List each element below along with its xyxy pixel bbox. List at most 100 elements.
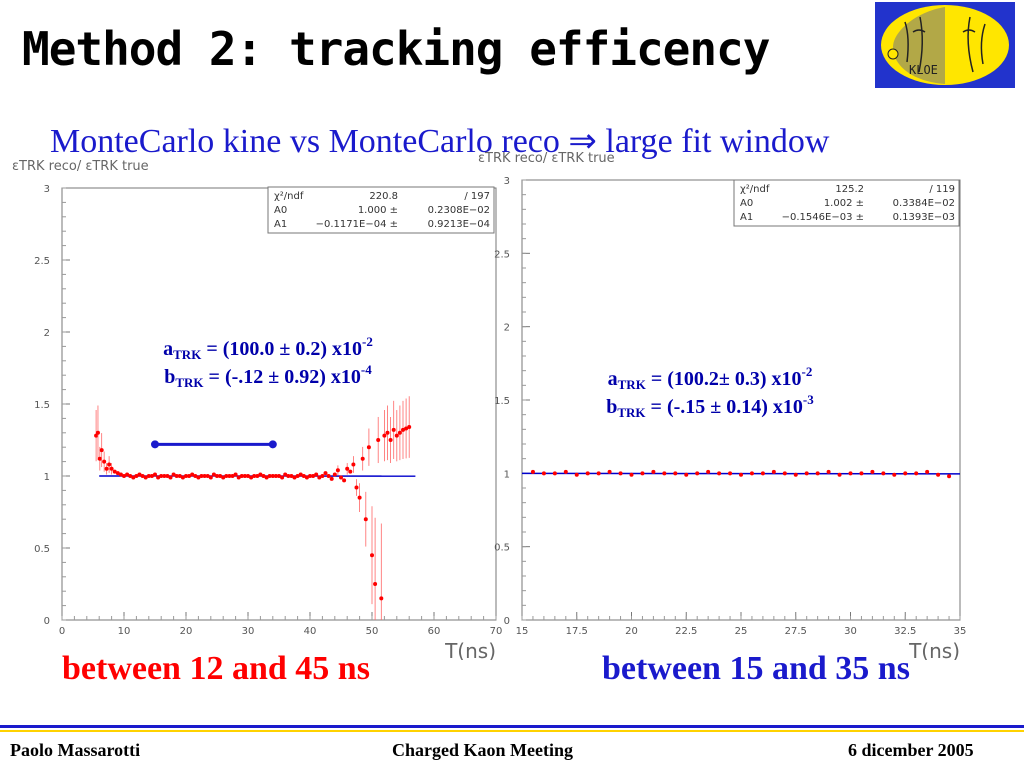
y-tick-label: 2.5 bbox=[34, 256, 50, 267]
data-point bbox=[394, 433, 399, 438]
data-point bbox=[174, 474, 179, 478]
data-point bbox=[205, 474, 210, 478]
fit-stats-box: χ²/ndf 125.2 / 119 A0 1.002 ± 0.3384E−02 A1 −0.… bbox=[733, 179, 960, 227]
right-efficiency-plot: 0 0.5 1 1.5 2 2.5 3 15 17.5 20 22.5 25 27.5 30 32.5 35 ε… bbox=[470, 150, 1024, 660]
data-point bbox=[404, 426, 409, 431]
data-point bbox=[301, 474, 306, 478]
data-point bbox=[292, 475, 297, 480]
x-tick-label: 30 bbox=[844, 626, 857, 637]
data-point bbox=[673, 471, 678, 476]
data-point bbox=[662, 471, 667, 476]
y-tick-label: 2 bbox=[44, 328, 50, 339]
data-point bbox=[552, 471, 557, 476]
data-point bbox=[342, 478, 347, 483]
data-point bbox=[97, 456, 102, 461]
data-point bbox=[255, 474, 260, 478]
data-point bbox=[134, 474, 139, 478]
fit-window-end bbox=[268, 440, 277, 449]
footer-divider-blue bbox=[0, 725, 1024, 728]
data-point bbox=[94, 433, 99, 438]
y-tick-label: 2 bbox=[504, 323, 510, 334]
x-tick-label: 25 bbox=[735, 626, 748, 637]
data-point bbox=[298, 472, 303, 477]
data-point bbox=[193, 474, 198, 478]
stat-error: / 197 bbox=[464, 191, 490, 202]
data-point bbox=[99, 448, 104, 453]
data-point bbox=[618, 471, 623, 476]
data-point bbox=[793, 472, 798, 477]
data-point bbox=[363, 517, 368, 522]
data-point bbox=[162, 474, 167, 478]
y-tick-label: 1.5 bbox=[34, 400, 50, 411]
data-point bbox=[196, 475, 201, 480]
data-point bbox=[749, 471, 754, 476]
stat-name: A0 bbox=[740, 198, 753, 209]
data-point bbox=[382, 433, 387, 438]
slide-title: Method 2: tracking efficency bbox=[22, 22, 770, 76]
data-point bbox=[706, 469, 711, 474]
y-tick-label: 1 bbox=[44, 472, 50, 483]
y-tick-label: 3 bbox=[504, 176, 510, 187]
data-point bbox=[125, 472, 130, 477]
data-point bbox=[326, 474, 331, 478]
x-tick-label: 32.5 bbox=[894, 626, 916, 637]
data-point bbox=[199, 474, 204, 478]
stat-error: 0.2308E−02 bbox=[428, 205, 490, 216]
data-point bbox=[351, 462, 356, 467]
x-tick-label: 22.5 bbox=[675, 626, 697, 637]
data-point bbox=[252, 474, 257, 478]
y-axis-label: εTRK reco/ εTRK true bbox=[478, 151, 615, 166]
data-point bbox=[267, 474, 272, 478]
data-point bbox=[684, 472, 689, 477]
data-point bbox=[317, 475, 322, 480]
data-point bbox=[782, 471, 787, 476]
data-point bbox=[837, 472, 842, 477]
data-point bbox=[651, 469, 656, 474]
data-point bbox=[258, 472, 263, 477]
x-axis-label: T(ns) bbox=[444, 639, 496, 660]
data-point bbox=[295, 474, 300, 478]
data-point bbox=[277, 474, 281, 478]
data-point bbox=[607, 469, 612, 474]
data-point bbox=[168, 475, 173, 480]
footer-date: 6 dicember 2005 bbox=[848, 740, 974, 760]
data-point bbox=[320, 474, 325, 478]
slide-subtitle: MonteCarlo kine vs MonteCarlo reco ⇒ lar… bbox=[50, 123, 830, 160]
kloe-logo: KLOE bbox=[875, 2, 1015, 88]
b-trk-value: bTRK = (-.12 ± 0.92) x10-4 bbox=[164, 362, 372, 390]
data-point bbox=[870, 469, 875, 474]
data-point bbox=[289, 474, 294, 478]
data-point bbox=[104, 466, 109, 471]
y-tick-label: 0 bbox=[504, 616, 510, 627]
data-point bbox=[202, 474, 207, 478]
data-point bbox=[332, 472, 337, 477]
data-point bbox=[335, 468, 340, 473]
data-point bbox=[122, 474, 126, 478]
data-point bbox=[815, 471, 820, 476]
stat-error: / 119 bbox=[929, 184, 955, 195]
data-point bbox=[273, 474, 278, 478]
data-point bbox=[947, 474, 952, 479]
data-point bbox=[366, 445, 371, 450]
x-tick-label: 20 bbox=[180, 626, 193, 637]
data-point bbox=[311, 474, 316, 478]
data-point bbox=[280, 475, 285, 480]
data-point bbox=[249, 475, 254, 480]
data-point bbox=[314, 472, 319, 477]
data-point bbox=[233, 472, 238, 477]
fit-stats-box: χ²/ndf 220.8 / 197 A0 1.000 ± 0.2308E−02 A1 −0.… bbox=[267, 186, 495, 234]
data-point bbox=[892, 472, 897, 477]
data-point bbox=[407, 425, 412, 430]
data-point bbox=[246, 474, 250, 478]
y-tick-label: 0.5 bbox=[494, 543, 510, 554]
data-point bbox=[208, 475, 213, 480]
data-point bbox=[131, 475, 136, 480]
stat-error: 0.1393E−03 bbox=[893, 212, 955, 223]
x-tick-label: 60 bbox=[428, 626, 441, 637]
y-axis-label: εTRK reco/ εTRK true bbox=[12, 159, 149, 174]
data-point bbox=[112, 469, 117, 474]
stat-name: χ²/ndf bbox=[740, 184, 770, 195]
a-trk-value: aTRK = (100.2± 0.3) x10-2 bbox=[608, 364, 813, 392]
data-point bbox=[401, 427, 405, 432]
stat-error: 0.9213E−04 bbox=[428, 219, 490, 230]
